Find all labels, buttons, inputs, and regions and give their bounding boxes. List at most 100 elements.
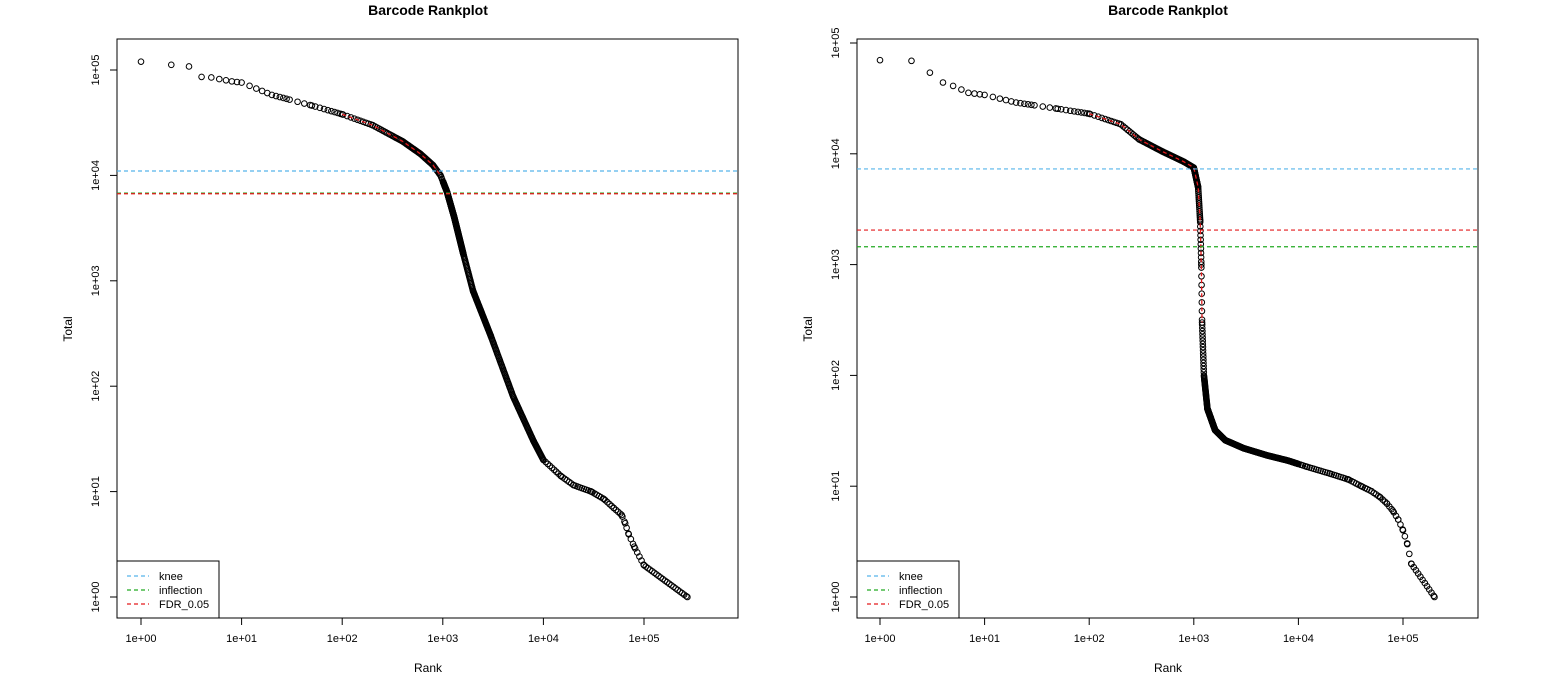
data-point [1399,526,1407,534]
data-point [601,496,609,504]
data-point [1104,116,1112,124]
data-point [1199,353,1207,360]
data-point [1031,102,1038,109]
data-point [939,79,947,86]
data-point [272,92,280,100]
data-point [1401,532,1409,540]
data-point [1377,494,1384,501]
left-y-axis: 1e+00 1e+01 1e+02 1e+03 1e+04 1e+05 [90,55,117,613]
right-legend: knee inflection FDR_0.05 [856,560,960,619]
data-point [198,73,205,81]
data-point [1086,110,1094,118]
x-tick-label: 1e+04 [1283,633,1314,645]
data-point [238,79,245,86]
data-point [1430,592,1437,600]
data-point [989,93,997,101]
data-point [283,95,290,103]
data-point [343,112,351,120]
data-point [328,107,335,115]
right-x-axis-label: Rank [1154,661,1183,675]
data-point [996,95,1004,102]
data-point [604,498,611,506]
data-point [610,504,618,512]
data-point [1200,356,1207,364]
right-panel: Barcode Rankplot Rank Total 1e+00 1e+01 1e… [801,2,1479,675]
right-y-axis-label: Total [801,316,815,341]
data-point [1028,101,1035,109]
data-point [608,502,615,510]
x-tick-label: 1e+03 [1178,633,1209,645]
data-point [268,91,276,99]
x-tick-label: 1e+03 [427,633,458,645]
data-point [1002,96,1010,104]
left-data-points [137,58,691,601]
data-point [347,114,355,121]
data-point [1404,540,1411,548]
data-point [1197,249,1205,257]
data-point [552,468,560,476]
data-point [1008,98,1015,105]
data-point [1077,109,1085,116]
y-tick-label: 1e+00 [90,582,102,613]
data-point [276,93,284,101]
data-point [311,103,319,110]
data-point [1094,113,1102,121]
data-point [1024,101,1032,108]
data-point [546,462,554,470]
left-chart-title: Barcode Rankplot [368,2,488,18]
left-x-axis: 1e+00 1e+01 1e+02 1e+03 1e+04 1e+05 [126,618,659,645]
x-tick-label: 1e+02 [327,633,358,645]
data-point [1012,99,1020,106]
data-point [540,456,547,464]
data-point [253,85,260,92]
data-point [965,89,972,97]
data-point [1198,299,1206,306]
legend-label: FDR_0.05 [899,599,949,611]
data-point [331,108,338,116]
left-plot-frame [116,38,739,619]
data-point [208,74,215,81]
data-point [339,111,347,118]
left-plot-area: 1e+00 1e+01 1e+02 1e+03 1e+04 1e+05 1e+00 1e+01… [90,38,739,645]
data-point [1199,331,1206,338]
data-point [1406,550,1413,558]
data-point [621,520,629,527]
data-point [876,56,884,64]
right-data-points [876,56,1438,601]
data-point [550,466,558,474]
x-tick-label: 1e+04 [528,633,559,645]
data-point [354,116,361,124]
y-tick-label: 1e+01 [830,471,842,502]
data-point [1199,327,1206,335]
data-point [971,90,978,97]
data-point [324,106,332,114]
data-point [981,91,988,99]
data-point [1017,99,1024,107]
data-point [1054,105,1062,113]
data-point [544,460,552,468]
data-point [1057,106,1065,113]
left-y-axis-label: Total [61,316,75,341]
data-point [308,102,316,109]
right-y-axis: 1e+00 1e+01 1e+02 1e+03 1e+04 1e+05 [830,28,857,613]
data-point [351,115,358,122]
data-point [300,100,308,107]
y-tick-label: 1e+03 [90,265,102,296]
data-point [1200,365,1208,373]
data-point [1200,359,1207,367]
data-point [1098,114,1106,122]
x-tick-label: 1e+05 [1388,633,1419,645]
y-tick-label: 1e+00 [830,582,842,613]
data-point [1122,124,1129,132]
y-tick-label: 1e+04 [90,160,102,191]
legend-label: inflection [159,585,202,597]
data-point [1199,346,1207,354]
y-tick-label: 1e+02 [90,371,102,402]
y-tick-label: 1e+02 [830,360,842,391]
data-point [958,86,965,93]
data-point [286,96,293,103]
data-point [1046,104,1054,111]
left-legend: knee inflection FDR_0.05 [116,560,220,619]
data-point [1200,362,1207,370]
